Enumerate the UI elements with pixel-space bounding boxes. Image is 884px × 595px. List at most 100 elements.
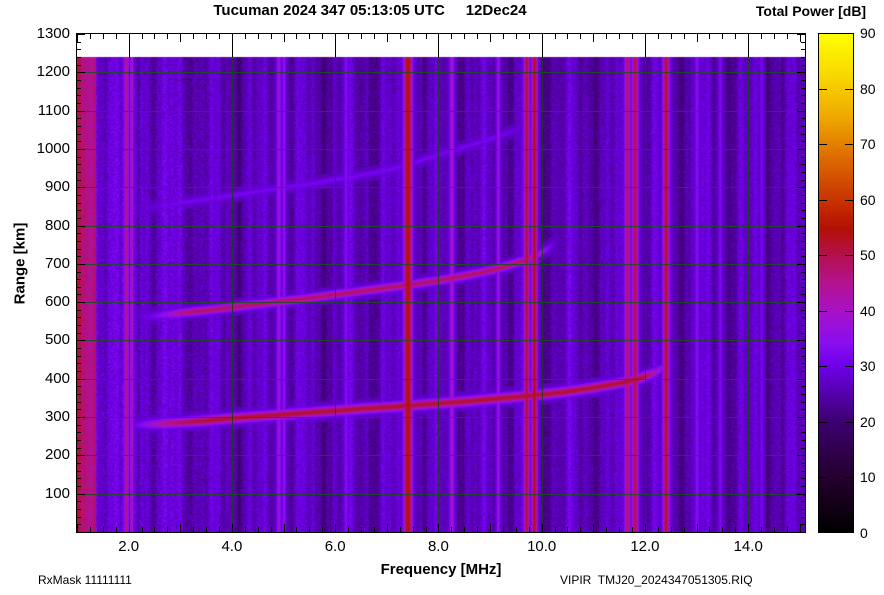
x-tick-minor-top <box>774 34 775 39</box>
gridline-vertical-margin <box>438 34 439 57</box>
y-tick-minor <box>77 463 81 464</box>
gridline-horizontal <box>77 226 805 227</box>
x-tick-minor-top <box>361 34 362 39</box>
y-tick-major <box>77 111 85 112</box>
y-tick-minor-right <box>801 363 805 364</box>
gridline-horizontal <box>77 455 805 456</box>
y-tick-major-right <box>797 149 805 150</box>
x-tick-minor <box>322 527 323 532</box>
x-tick-minor-top <box>580 34 581 39</box>
y-tick-minor <box>77 218 81 219</box>
x-tick-label: 12.0 <box>630 538 660 555</box>
x-tick-minor-top <box>103 34 104 39</box>
y-tick-minor-right <box>801 425 805 426</box>
colorbar-tick-right <box>845 89 853 90</box>
x-tick-label: 10.0 <box>527 538 557 555</box>
y-tick-label: 100 <box>44 484 70 502</box>
colorbar-tick <box>819 255 827 256</box>
x-tick-minor-top <box>167 34 168 39</box>
y-tick-minor <box>77 425 81 426</box>
y-tick-minor-right <box>801 478 805 479</box>
x-tick-major-top <box>800 34 801 42</box>
y-tick-minor <box>77 371 81 372</box>
x-tick-minor <box>555 527 556 532</box>
y-tick-minor-right <box>801 180 805 181</box>
y-tick-minor-right <box>801 402 805 403</box>
y-tick-minor-right <box>801 386 805 387</box>
y-tick-minor <box>77 164 81 165</box>
y-tick-minor <box>77 210 81 211</box>
x-tick-minor <box>271 527 272 532</box>
x-tick-major-top <box>593 34 594 42</box>
x-tick-major <box>800 524 801 532</box>
y-tick-minor <box>77 272 81 273</box>
x-tick-major <box>129 524 130 532</box>
y-tick-major-right <box>797 417 805 418</box>
y-tick-minor <box>77 356 81 357</box>
x-tick-major-top <box>438 34 439 42</box>
colorbar-title: Total Power [dB] <box>755 3 867 19</box>
gridline-vertical <box>335 57 336 532</box>
y-tick-minor-right <box>801 448 805 449</box>
x-tick-label: 4.0 <box>221 538 243 555</box>
x-tick-major-top <box>129 34 130 42</box>
y-tick-minor <box>77 348 81 349</box>
x-tick-minor-top <box>90 34 91 39</box>
x-tick-major-top <box>542 34 543 42</box>
x-tick-minor-top <box>503 34 504 39</box>
x-tick-major <box>748 524 749 532</box>
gridline-horizontal <box>77 72 805 73</box>
x-tick-minor-top <box>464 34 465 39</box>
gridline-horizontal <box>77 149 805 150</box>
x-tick-minor-top <box>658 34 659 39</box>
y-tick-label: 900 <box>44 178 70 196</box>
y-tick-major <box>77 264 85 265</box>
y-tick-label: 1000 <box>36 139 70 157</box>
x-tick-minor <box>671 527 672 532</box>
gridline-horizontal <box>77 187 805 188</box>
y-axis-title: Range [km] <box>11 222 29 305</box>
y-tick-minor-right <box>801 317 805 318</box>
x-tick-minor <box>516 527 517 532</box>
y-tick-minor <box>77 256 81 257</box>
y-tick-minor <box>77 141 81 142</box>
x-tick-minor <box>722 527 723 532</box>
gridline-vertical-margin <box>335 34 336 57</box>
y-tick-minor <box>77 509 81 510</box>
x-tick-minor-top <box>413 34 414 39</box>
y-tick-label: 600 <box>44 293 70 311</box>
y-tick-minor <box>77 49 81 50</box>
y-tick-label: 200 <box>44 446 70 464</box>
gridline-vertical <box>645 57 646 532</box>
y-tick-minor <box>77 501 81 502</box>
x-tick-minor-top <box>619 34 620 39</box>
colorbar-tick-label: 20 <box>860 414 876 430</box>
x-tick-major-top <box>697 34 698 42</box>
y-tick-minor-right <box>801 279 805 280</box>
gridline-vertical-margin <box>542 34 543 57</box>
x-tick-minor-top <box>245 34 246 39</box>
x-tick-minor <box>374 527 375 532</box>
y-tick-minor <box>77 402 81 403</box>
x-tick-major-top <box>77 34 78 42</box>
y-tick-minor <box>77 57 81 58</box>
x-tick-minor-top <box>735 34 736 39</box>
gridline-vertical <box>129 57 130 532</box>
y-tick-major <box>77 34 85 35</box>
x-tick-minor <box>774 527 775 532</box>
colorbar-tick <box>819 422 827 423</box>
y-tick-minor <box>77 241 81 242</box>
y-tick-minor-right <box>801 371 805 372</box>
y-tick-minor-right <box>801 134 805 135</box>
gridline-vertical <box>748 57 749 532</box>
y-tick-minor-right <box>801 203 805 204</box>
colorbar-tick-right <box>845 144 853 145</box>
y-tick-minor-right <box>801 325 805 326</box>
gridline-horizontal <box>77 379 805 380</box>
y-tick-label: 700 <box>44 254 70 272</box>
y-tick-major <box>77 226 85 227</box>
x-tick-major <box>77 524 78 532</box>
x-tick-minor-top <box>567 34 568 39</box>
y-tick-minor <box>77 103 81 104</box>
x-tick-minor-top <box>309 34 310 39</box>
